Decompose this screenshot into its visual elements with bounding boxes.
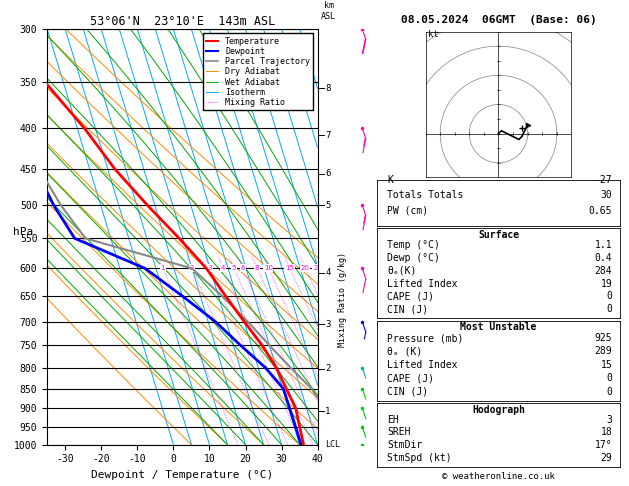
Text: 7: 7 xyxy=(325,131,331,140)
Text: Lifted Index: Lifted Index xyxy=(387,360,457,370)
Text: 0.4: 0.4 xyxy=(594,253,612,263)
Text: Lifted Index: Lifted Index xyxy=(387,278,457,289)
Text: 1: 1 xyxy=(325,406,331,416)
Text: CAPE (J): CAPE (J) xyxy=(387,373,434,383)
Text: LCL: LCL xyxy=(325,440,340,449)
Text: CIN (J): CIN (J) xyxy=(387,386,428,397)
Text: θₑ(K): θₑ(K) xyxy=(387,266,416,276)
Text: 1: 1 xyxy=(160,265,165,271)
Text: 3: 3 xyxy=(325,320,331,329)
Text: -27: -27 xyxy=(594,175,612,185)
Text: 4: 4 xyxy=(221,265,225,271)
Text: 25: 25 xyxy=(313,265,322,271)
X-axis label: Dewpoint / Temperature (°C): Dewpoint / Temperature (°C) xyxy=(91,470,274,480)
Text: 10: 10 xyxy=(264,265,273,271)
Title: 53°06'N  23°10'E  143m ASL: 53°06'N 23°10'E 143m ASL xyxy=(90,15,275,28)
Text: 15: 15 xyxy=(601,360,612,370)
Text: Totals Totals: Totals Totals xyxy=(387,190,464,200)
Text: 8: 8 xyxy=(325,84,331,93)
Text: 5: 5 xyxy=(325,201,331,210)
Text: Surface: Surface xyxy=(478,230,519,240)
Text: PW (cm): PW (cm) xyxy=(387,206,428,216)
Text: StmDir: StmDir xyxy=(387,440,422,450)
Text: 20: 20 xyxy=(301,265,309,271)
Text: 8: 8 xyxy=(255,265,259,271)
Text: 0: 0 xyxy=(606,373,612,383)
Text: 18: 18 xyxy=(601,428,612,437)
Legend: Temperature, Dewpoint, Parcel Trajectory, Dry Adiabat, Wet Adiabat, Isotherm, Mi: Temperature, Dewpoint, Parcel Trajectory… xyxy=(203,34,313,110)
Text: 6: 6 xyxy=(240,265,245,271)
Text: Pressure (mb): Pressure (mb) xyxy=(387,333,464,343)
Text: 3: 3 xyxy=(606,415,612,425)
Text: 0.65: 0.65 xyxy=(589,206,612,216)
Text: K: K xyxy=(387,175,393,185)
Text: 30: 30 xyxy=(601,190,612,200)
Text: 0: 0 xyxy=(606,292,612,301)
Text: 15: 15 xyxy=(285,265,294,271)
Text: CIN (J): CIN (J) xyxy=(387,304,428,314)
Text: 5: 5 xyxy=(231,265,236,271)
Text: EH: EH xyxy=(387,415,399,425)
Text: km
ASL: km ASL xyxy=(321,1,336,21)
Y-axis label: hPa: hPa xyxy=(13,227,33,237)
Text: 17°: 17° xyxy=(594,440,612,450)
Text: Hodograph: Hodograph xyxy=(472,405,525,415)
Text: SREH: SREH xyxy=(387,428,411,437)
Text: Most Unstable: Most Unstable xyxy=(460,322,537,332)
Text: 1.1: 1.1 xyxy=(594,240,612,250)
Text: θₑ (K): θₑ (K) xyxy=(387,347,422,357)
Text: Dewp (°C): Dewp (°C) xyxy=(387,253,440,263)
Text: 6: 6 xyxy=(325,169,331,178)
Text: kt: kt xyxy=(428,31,439,39)
Text: 3: 3 xyxy=(208,265,212,271)
Text: 284: 284 xyxy=(594,266,612,276)
Text: Temp (°C): Temp (°C) xyxy=(387,240,440,250)
Text: CAPE (J): CAPE (J) xyxy=(387,292,434,301)
Text: 925: 925 xyxy=(594,333,612,343)
Text: 4: 4 xyxy=(325,268,331,278)
Text: 0: 0 xyxy=(606,304,612,314)
Text: Mixing Ratio (g/kg): Mixing Ratio (g/kg) xyxy=(338,252,347,347)
Text: 289: 289 xyxy=(594,347,612,357)
Text: 2: 2 xyxy=(190,265,194,271)
Text: 2: 2 xyxy=(325,364,331,373)
Text: 19: 19 xyxy=(601,278,612,289)
Text: 0: 0 xyxy=(606,386,612,397)
Text: © weatheronline.co.uk: © weatheronline.co.uk xyxy=(442,472,555,481)
Text: 29: 29 xyxy=(601,453,612,463)
Text: 08.05.2024  06GMT  (Base: 06): 08.05.2024 06GMT (Base: 06) xyxy=(401,15,596,25)
Text: StmSpd (kt): StmSpd (kt) xyxy=(387,453,452,463)
